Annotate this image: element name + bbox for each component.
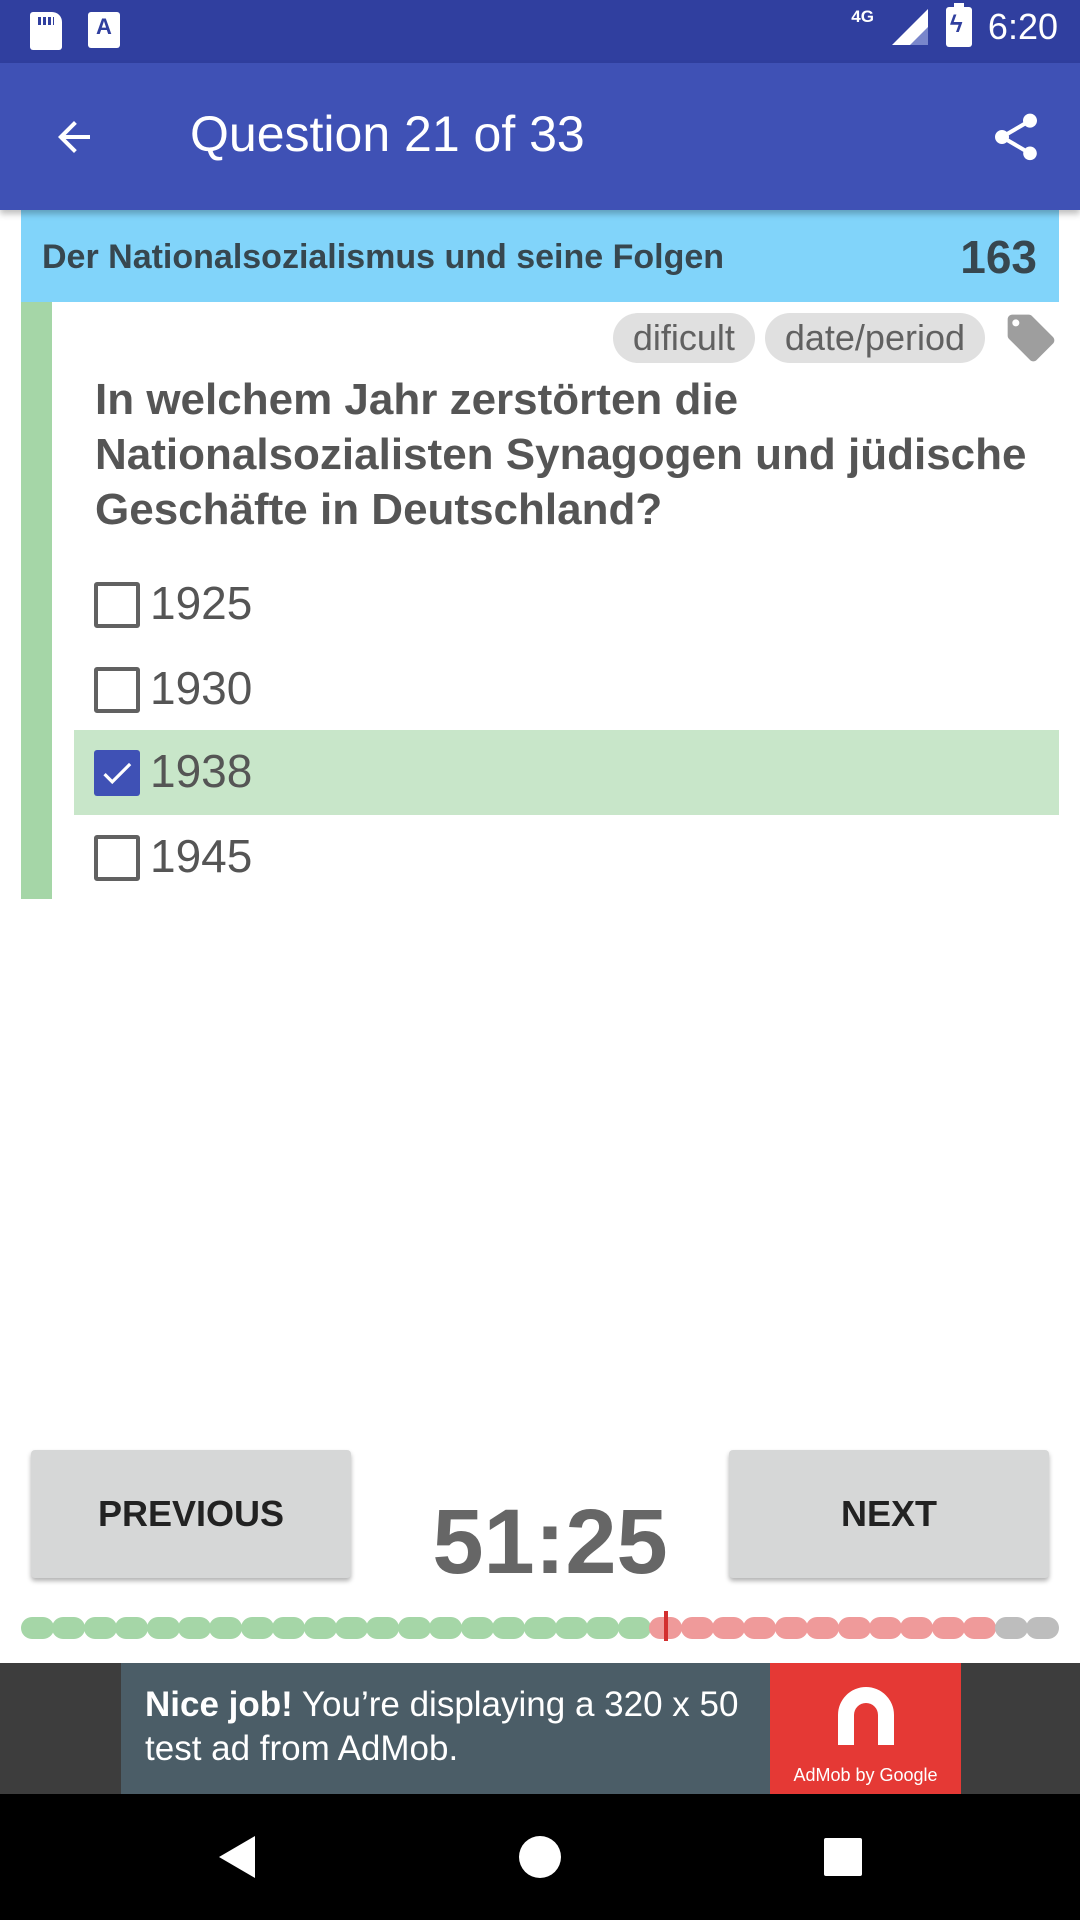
checkbox-checked[interactable]: [94, 750, 140, 796]
progress-dot[interactable]: [555, 1617, 588, 1639]
sd-card-icon: [30, 12, 62, 50]
topic-header: Der Nationalsozialismus und seine Folgen…: [21, 210, 1059, 302]
system-recents-button[interactable]: [818, 1832, 868, 1882]
progress-dot[interactable]: [869, 1617, 902, 1639]
battery-charging-icon: [946, 7, 972, 47]
network-type-label: 4G: [851, 7, 874, 27]
home-circle-icon: [518, 1835, 562, 1879]
progress-dot[interactable]: [618, 1617, 651, 1639]
progress-dot[interactable]: [932, 1617, 965, 1639]
admob-icon: [828, 1679, 904, 1755]
checkbox[interactable]: [94, 835, 140, 881]
question-navigation: PREVIOUS 51:25 NEXT: [0, 1450, 1080, 1580]
page-title: Question 21 of 33: [190, 105, 585, 163]
progress-dot[interactable]: [586, 1617, 619, 1639]
progress-dot[interactable]: [21, 1617, 54, 1639]
progress-dot[interactable]: [524, 1617, 557, 1639]
progress-dot[interactable]: [963, 1617, 996, 1639]
app-bar: Question 21 of 33: [0, 63, 1080, 210]
answer-option-selected[interactable]: 1938: [74, 730, 1059, 815]
progress-dot[interactable]: [743, 1617, 776, 1639]
progress-dot[interactable]: [900, 1617, 933, 1639]
admob-logo-text: AdMob by Google: [770, 1765, 961, 1786]
progress-dot[interactable]: [712, 1617, 745, 1639]
answer-option[interactable]: 1925: [74, 562, 1059, 647]
tag-icon[interactable]: [1003, 310, 1059, 366]
recents-square-icon: [823, 1837, 863, 1877]
question-card: dificult date/period In welchem Jahr zer…: [21, 302, 1059, 899]
progress-dot[interactable]: [115, 1617, 148, 1639]
topic-count: 163: [960, 230, 1037, 284]
answer-option[interactable]: 1930: [74, 647, 1059, 732]
progress-dot[interactable]: [1026, 1617, 1059, 1639]
progress-dot[interactable]: [838, 1617, 871, 1639]
progress-dot[interactable]: [461, 1617, 494, 1639]
ad-content[interactable]: Nice job! You’re displaying a 320 x 50 t…: [121, 1663, 961, 1794]
progress-dot[interactable]: [995, 1617, 1028, 1639]
status-bar: A 4G 6:20: [0, 0, 1080, 63]
next-button[interactable]: NEXT: [729, 1450, 1049, 1578]
progress-dot[interactable]: [147, 1617, 180, 1639]
answer-label: 1938: [150, 744, 252, 798]
checkbox[interactable]: [94, 582, 140, 628]
progress-dot[interactable]: [178, 1617, 211, 1639]
progress-dot[interactable]: [775, 1617, 808, 1639]
a-accessibility-icon: A: [88, 12, 120, 48]
admob-logo: AdMob by Google: [770, 1663, 961, 1794]
progress-dot[interactable]: [272, 1617, 305, 1639]
progress-dot[interactable]: [241, 1617, 274, 1639]
back-button[interactable]: [40, 103, 108, 171]
progress-dot[interactable]: [398, 1617, 431, 1639]
topic-title: Der Nationalsozialismus und seine Folgen: [42, 238, 724, 277]
progress-dot[interactable]: [209, 1617, 242, 1639]
tag-list: dificult date/period: [613, 310, 1059, 366]
signal-icon: [890, 7, 930, 47]
answer-option[interactable]: 1945: [74, 815, 1059, 900]
system-home-button[interactable]: [515, 1832, 565, 1882]
share-button[interactable]: [982, 103, 1050, 171]
progress-dot[interactable]: [52, 1617, 85, 1639]
answer-label: 1925: [150, 576, 252, 630]
progress-dot[interactable]: [84, 1617, 117, 1639]
answer-label: 1930: [150, 661, 252, 715]
tag-chip[interactable]: date/period: [765, 313, 985, 363]
checkbox[interactable]: [94, 667, 140, 713]
tag-chip[interactable]: dificult: [613, 313, 755, 363]
ad-text: Nice job! You’re displaying a 320 x 50 t…: [145, 1683, 765, 1771]
ad-headline: Nice job!: [145, 1685, 293, 1724]
progress-dot[interactable]: [304, 1617, 337, 1639]
system-back-button[interactable]: [212, 1832, 262, 1882]
status-stripe: [21, 302, 52, 899]
arrow-back-icon: [50, 113, 98, 161]
progress-dot[interactable]: [806, 1617, 839, 1639]
answer-label: 1945: [150, 829, 252, 883]
current-question-marker: [664, 1611, 668, 1641]
share-icon: [988, 109, 1044, 165]
progress-dot[interactable]: [492, 1617, 525, 1639]
system-navigation-bar: [0, 1794, 1080, 1920]
progress-dot[interactable]: [366, 1617, 399, 1639]
checkmark-icon: [98, 754, 136, 792]
countdown-timer: 51:25: [370, 1490, 730, 1595]
status-clock: 6:20: [988, 6, 1058, 48]
previous-button[interactable]: PREVIOUS: [31, 1450, 351, 1578]
ad-banner[interactable]: Nice job! You’re displaying a 320 x 50 t…: [0, 1663, 1080, 1794]
question-text: In welchem Jahr zerstörten die Nationals…: [95, 372, 1055, 537]
progress-dot[interactable]: [681, 1617, 714, 1639]
progress-dot[interactable]: [429, 1617, 462, 1639]
back-triangle-icon: [215, 1834, 259, 1880]
question-progress: [21, 1617, 1059, 1639]
progress-dot[interactable]: [335, 1617, 368, 1639]
